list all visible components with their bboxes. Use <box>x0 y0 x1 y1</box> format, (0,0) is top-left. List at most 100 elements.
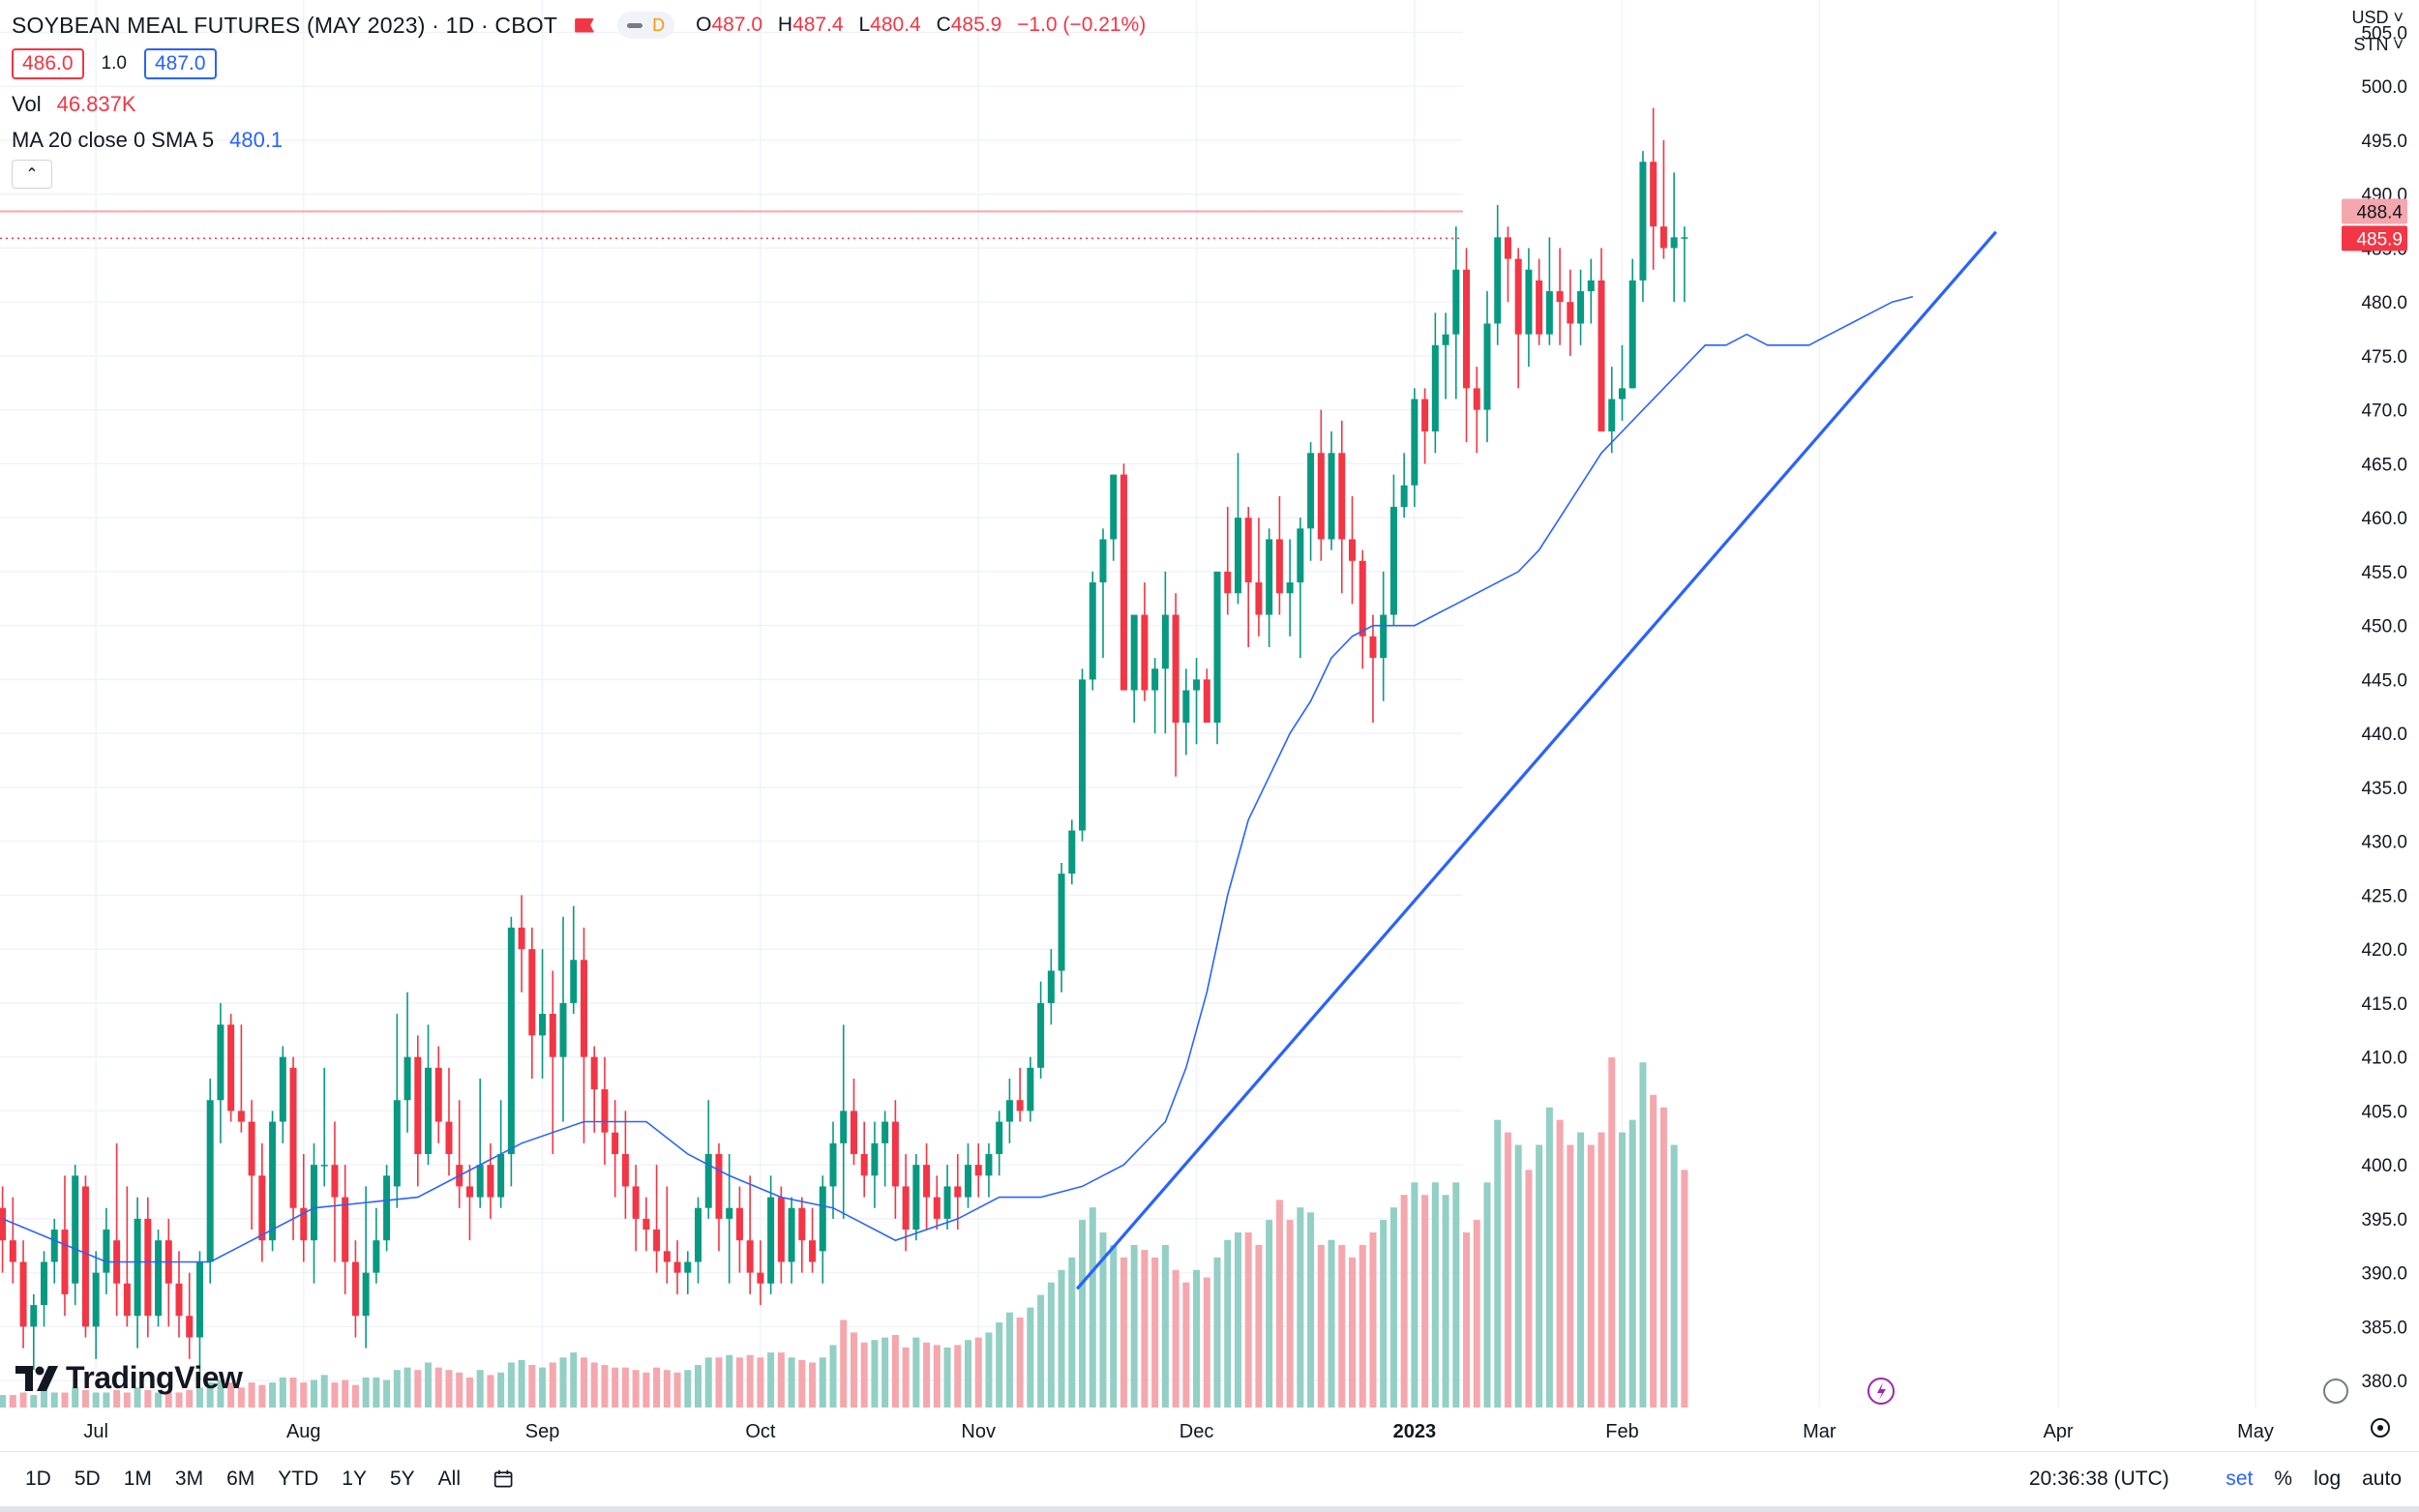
volume-bar <box>1058 1269 1065 1408</box>
buy-price-button[interactable]: 487.0 <box>143 48 217 79</box>
chart-legend: SOYBEAN MEAL FUTURES (MAY 2023) · 1D · C… <box>12 6 1155 190</box>
candle-body <box>933 1197 941 1219</box>
price-label-bg <box>2342 198 2407 224</box>
time-axis[interactable]: Jul Aug Sep Oct Nov Dec 2023 Feb Mar Apr May <box>83 1378 2390 1442</box>
timeframe-1y[interactable]: 1Y <box>342 1468 367 1490</box>
candle-body <box>1286 582 1294 594</box>
symbol-title[interactable]: SOYBEAN MEAL FUTURES (MAY 2023) · 1D · C… <box>12 12 558 38</box>
volume-bar <box>1587 1144 1595 1408</box>
volume-bar <box>1431 1182 1439 1408</box>
candle-body <box>1058 874 1065 971</box>
candle-body <box>403 1056 411 1101</box>
candle-body <box>1389 507 1397 615</box>
auto-toggle[interactable]: auto <box>2362 1468 2402 1490</box>
candle-body <box>1483 323 1491 410</box>
volume-bar <box>539 1367 547 1408</box>
volume-bar <box>1473 1220 1480 1408</box>
trend-line-segment <box>1075 230 1997 1290</box>
volume-bar <box>974 1337 982 1408</box>
y-tick-label: 405.0 <box>2361 1102 2407 1122</box>
volume-bar <box>1545 1107 1553 1408</box>
volume-bar <box>487 1375 494 1408</box>
volume-label[interactable]: Vol <box>12 92 42 116</box>
candle-body <box>695 1207 702 1262</box>
set-toggle[interactable]: set <box>2225 1468 2254 1490</box>
volume-bar <box>434 1367 442 1408</box>
candle-body <box>1068 830 1076 875</box>
percent-toggle[interactable]: % <box>2274 1468 2293 1490</box>
timeframe-5y[interactable]: 5Y <box>389 1468 415 1490</box>
y-tick-label: 495.0 <box>2361 132 2407 152</box>
volume-bar <box>923 1342 931 1408</box>
candle-body <box>1608 399 1616 431</box>
collapse-legend-button[interactable]: ⌃ <box>12 160 52 189</box>
candle-body <box>1027 1067 1034 1112</box>
candle-body <box>206 1100 214 1262</box>
y-tick-label: 505.0 <box>2361 23 2407 44</box>
timeframe-ytd[interactable]: YTD <box>278 1468 319 1490</box>
volume-bar <box>715 1357 723 1408</box>
volume-bar <box>1639 1062 1647 1408</box>
price-axis[interactable]: 380.0 385.0 390.0 395.0 400.0 405.0 410.0 415.0… <box>2342 23 2407 1392</box>
x-tick-label: Aug <box>286 1421 321 1442</box>
sell-price-button[interactable]: 486.0 <box>12 48 84 79</box>
candle-body <box>777 1197 785 1262</box>
candle-body <box>0 1207 7 1241</box>
ma-label[interactable]: MA 20 close 0 SMA 5 <box>12 128 215 152</box>
price-label: 488.4 <box>2356 203 2403 223</box>
candle-body <box>1628 280 1636 389</box>
change-value: −1.0 (−0.21%) <box>1017 14 1147 36</box>
candle-body <box>1079 679 1087 831</box>
candle-body <box>9 1240 16 1262</box>
volume-bar <box>217 1379 224 1408</box>
candle-body <box>123 1283 131 1317</box>
candle-body <box>528 949 536 1036</box>
candle-body <box>1545 291 1553 335</box>
price-chart[interactable]: 380.0 385.0 390.0 395.0 400.0 405.0 410.0 415.0… <box>0 0 2419 1451</box>
candle-body <box>331 1165 339 1198</box>
timeframe-6m[interactable]: 6M <box>226 1468 255 1490</box>
unit-selector[interactable]: STN ˅ <box>2353 35 2404 54</box>
volume-bar <box>289 1377 297 1408</box>
timeframe-5d[interactable]: 5D <box>74 1468 101 1490</box>
volume-bar <box>1411 1182 1419 1408</box>
currency-selector[interactable]: USD ˅ <box>2351 8 2404 27</box>
timeframe-all[interactable]: All <box>437 1468 461 1490</box>
utc-clock[interactable]: 20:36:38 (UTC) <box>2029 1468 2169 1490</box>
goto-date-icon[interactable] <box>493 1468 515 1490</box>
volume-bar <box>1659 1107 1667 1408</box>
volume-bar <box>673 1372 681 1408</box>
candle-body <box>1514 258 1522 335</box>
volume-bar <box>373 1377 380 1408</box>
volume-bar <box>653 1367 661 1408</box>
volume-bar <box>342 1379 349 1408</box>
candle-body <box>195 1261 203 1338</box>
candle-body <box>1577 291 1585 324</box>
candle-body <box>1328 453 1335 540</box>
timeframe-1m[interactable]: 1M <box>123 1468 152 1490</box>
candle-body <box>227 1024 235 1112</box>
tradingview-logo-text: TradingView <box>66 1360 243 1395</box>
volume-bar <box>1255 1244 1263 1408</box>
tradingview-logo[interactable]: TradingView <box>15 1360 243 1396</box>
visibility-pill[interactable]: D <box>617 12 675 39</box>
volume-bar <box>403 1367 411 1408</box>
candle-body <box>684 1261 692 1273</box>
log-toggle[interactable]: log <box>2314 1468 2342 1490</box>
volume-bar <box>1203 1277 1210 1408</box>
candle-body <box>1224 571 1232 594</box>
volume-bar <box>819 1357 826 1408</box>
candle-body <box>1213 571 1221 724</box>
trend-line[interactable] <box>1075 230 1997 1290</box>
timeframe-3m[interactable]: 3M <box>174 1468 204 1490</box>
volume-bar <box>964 1340 971 1408</box>
timeframe-1d[interactable]: 1D <box>25 1468 51 1490</box>
candle-body <box>964 1165 971 1198</box>
x-tick-label: Dec <box>1180 1421 1214 1442</box>
candle-body <box>601 1089 609 1133</box>
y-tick-label: 415.0 <box>2361 994 2407 1015</box>
candle-body <box>1037 1002 1045 1068</box>
candle-body <box>1659 226 1667 249</box>
candle-body <box>72 1175 79 1284</box>
flag-icon[interactable] <box>575 17 595 33</box>
